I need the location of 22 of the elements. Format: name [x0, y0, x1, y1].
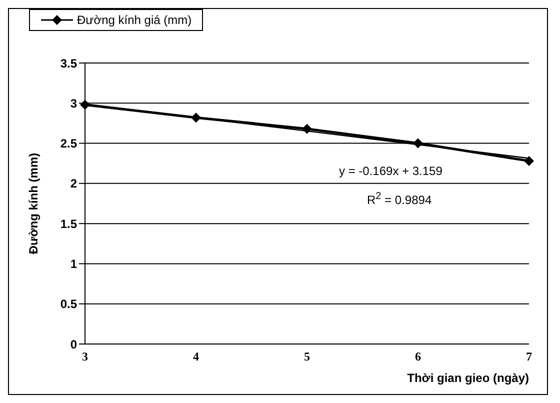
y-tick-label: 3.5	[60, 56, 78, 70]
y-axis-title: Đường kính (mm)	[26, 152, 40, 254]
y-tick-label: 2	[70, 176, 78, 191]
x-tick-label: 5	[304, 350, 310, 364]
point	[524, 156, 534, 166]
point	[413, 138, 423, 148]
y-tick-label: 2.5	[60, 136, 78, 151]
x-tick-label: 6	[415, 350, 421, 364]
y-tick-label: 1.5	[60, 216, 78, 231]
y-tick-label: 0.5	[60, 297, 78, 312]
legend-label: Đường kính giá (mm)	[76, 13, 192, 27]
y-tick-label: 3	[70, 96, 78, 110]
annotation: R$^{2}$ = 0.9894	[367, 191, 432, 207]
point	[191, 112, 201, 123]
y-tick-label: 1	[70, 256, 78, 271]
x-tick-label: 7	[526, 350, 532, 364]
point	[302, 124, 312, 134]
annotation: y = -0.169x + 3.159	[339, 164, 442, 178]
y-tick-label: 0	[70, 337, 78, 352]
x-tick-label: 3	[82, 350, 88, 364]
x-axis-title: Thời gian gieo (ngày)	[407, 371, 529, 385]
x-tick-label: 4	[193, 350, 199, 364]
